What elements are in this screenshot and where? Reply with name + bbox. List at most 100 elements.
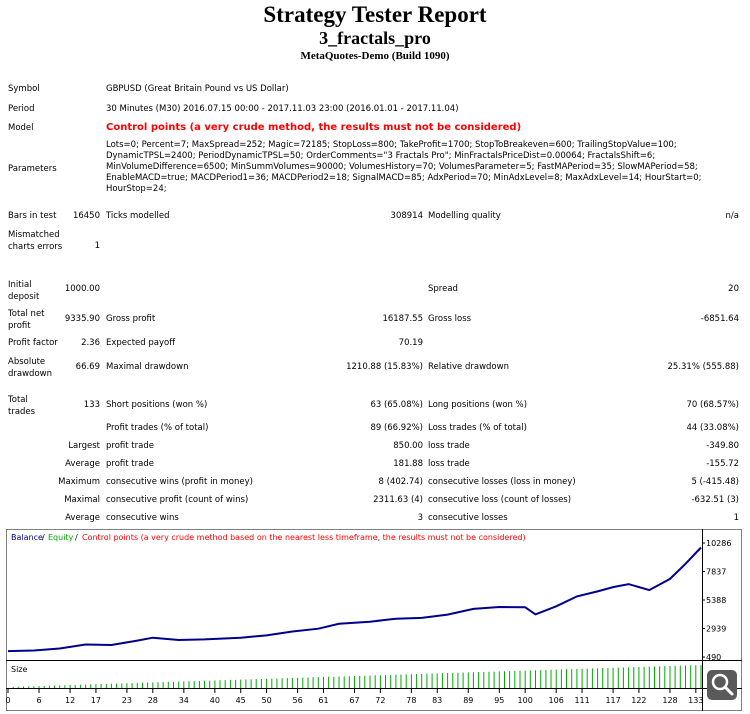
average-label: Average bbox=[65, 459, 100, 469]
y-tick-label: 10286 bbox=[706, 539, 731, 548]
legend-control-points: Control points (a very crude method base… bbox=[82, 533, 526, 542]
x-tick-label: 111 bbox=[574, 696, 589, 705]
model-label: Model bbox=[8, 123, 34, 133]
x-tick-label: 122 bbox=[631, 696, 646, 705]
largest-profit-label: profit trade bbox=[106, 441, 154, 451]
parameters-label: Parameters bbox=[8, 164, 57, 174]
max-losses-value: 5 (-415.48) bbox=[691, 477, 739, 487]
grossprofit-label: Gross profit bbox=[106, 314, 156, 324]
x-tick-label: 34 bbox=[179, 696, 189, 705]
y-tick-label: 5388 bbox=[706, 596, 726, 605]
maxdd-value: 1210.88 (15.83%) bbox=[346, 362, 423, 372]
largest-label: Largest bbox=[68, 441, 100, 451]
avg-losses-label: consecutive losses bbox=[428, 513, 508, 523]
long-label: Long positions (won %) bbox=[428, 400, 528, 410]
x-tick-label: 100 bbox=[518, 696, 533, 705]
reldd-value: 25.31% (555.88) bbox=[667, 362, 740, 372]
x-tick-label: 17 bbox=[91, 696, 101, 705]
ticks-value: 308914 bbox=[390, 211, 423, 221]
ptrades-value: 89 (66.92%) bbox=[370, 423, 423, 433]
quality-value: n/a bbox=[725, 211, 739, 221]
x-tick-label: 89 bbox=[463, 696, 473, 705]
x-tick-label: 12 bbox=[65, 696, 75, 705]
netprofit-label: Total net profit bbox=[8, 309, 45, 331]
legend-sep-1: / bbox=[42, 533, 45, 542]
ltrades-label: Loss trades (% of total) bbox=[428, 423, 527, 433]
avg-wins-value: 3 bbox=[417, 513, 423, 523]
x-tick-label: 67 bbox=[349, 696, 359, 705]
payoff-value: 70.19 bbox=[398, 338, 423, 348]
payoff-label: Expected payoff bbox=[106, 338, 176, 348]
x-tick-label: 0 bbox=[6, 696, 11, 705]
maximal-loss-label: consecutive loss (count of losses) bbox=[428, 495, 572, 505]
largest-profit-value: 850.00 bbox=[393, 441, 423, 451]
average-loss-value: -155.72 bbox=[706, 459, 739, 469]
model-value: Control points (a very crude method, the… bbox=[106, 122, 522, 133]
x-tick-label: 56 bbox=[293, 696, 303, 705]
strategy-name: 3_fractals_pro bbox=[319, 28, 431, 48]
period-value: 30 Minutes (M30) 2016.07.15 00:00 - 2017… bbox=[106, 104, 459, 114]
legend-balance: Balance bbox=[11, 533, 43, 542]
short-value: 63 (65.08%) bbox=[370, 400, 423, 410]
x-tick-label: 83 bbox=[432, 696, 442, 705]
maximal-profit-value: 2311.63 (4) bbox=[373, 495, 423, 505]
x-tick-label: 6 bbox=[36, 696, 41, 705]
x-tick-label: 95 bbox=[494, 696, 504, 705]
maximum-label: Maximum bbox=[58, 477, 100, 487]
trades-label: Total trades bbox=[8, 395, 36, 417]
x-tick-label: 128 bbox=[662, 696, 677, 705]
balance-line bbox=[7, 546, 702, 653]
largest-loss-label: loss trade bbox=[428, 441, 470, 451]
maximal-profit-label: consecutive profit (count of wins) bbox=[106, 495, 249, 505]
short-label: Short positions (won %) bbox=[106, 400, 208, 410]
mismatch-label: Mismatched charts errors bbox=[8, 230, 63, 252]
x-tick-label: 50 bbox=[262, 696, 272, 705]
legend-equity: Equity bbox=[48, 533, 74, 542]
bars-label: Bars in test bbox=[8, 211, 57, 221]
x-tick-label: 61 bbox=[318, 696, 328, 705]
grossprofit-value: 16187.55 bbox=[382, 314, 423, 324]
x-tick-label: 106 bbox=[549, 696, 564, 705]
y-tick-label: 2939 bbox=[706, 625, 726, 634]
avg-wins-label: consecutive wins bbox=[106, 513, 179, 523]
symbol-label: Symbol bbox=[8, 84, 40, 94]
pf-value: 2.36 bbox=[81, 338, 100, 348]
spread-label: Spread bbox=[428, 284, 458, 294]
largest-loss-value: -349.80 bbox=[706, 441, 739, 451]
average-loss-label: loss trade bbox=[428, 459, 470, 469]
deposit-label: Initial deposit bbox=[8, 280, 40, 302]
mismatch-value: 1 bbox=[94, 241, 100, 251]
long-value: 70 (68.57%) bbox=[686, 400, 739, 410]
y-tick-label: 490 bbox=[706, 653, 721, 662]
ltrades-value: 44 (33.08%) bbox=[686, 423, 739, 433]
maximal-loss-value: -632.51 (3) bbox=[691, 495, 739, 505]
ticks-label: Ticks modelled bbox=[106, 211, 170, 221]
zoom-icon[interactable] bbox=[707, 670, 737, 700]
parameters-value: Lots=0; Percent=7; MaxSpread=252; Magic=… bbox=[106, 140, 702, 194]
absdd-label: Absolute drawdown bbox=[8, 357, 52, 379]
max-wins-label: consecutive wins (profit in money) bbox=[106, 477, 253, 487]
pf-label: Profit factor bbox=[8, 338, 58, 348]
page-title: Strategy Tester Report bbox=[263, 2, 487, 27]
size-label: Size bbox=[11, 665, 28, 674]
legend-sep-2: / bbox=[75, 533, 78, 542]
balance-chart: Balance / Equity / Control points (a ver… bbox=[5, 529, 742, 711]
maxdd-label: Maximal drawdown bbox=[106, 362, 189, 372]
netprofit-value: 9335.90 bbox=[64, 314, 100, 324]
maximal-label: Maximal bbox=[64, 495, 100, 505]
avg2-label: Average bbox=[65, 513, 100, 523]
grossloss-label: Gross loss bbox=[428, 314, 472, 324]
x-tick-label: 40 bbox=[210, 696, 220, 705]
reldd-label: Relative drawdown bbox=[428, 362, 509, 372]
x-tick-label: 78 bbox=[406, 696, 416, 705]
x-tick-label: 45 bbox=[236, 696, 246, 705]
quality-label: Modelling quality bbox=[428, 211, 501, 221]
grossloss-value: -6851.64 bbox=[700, 314, 739, 324]
absdd-value: 66.69 bbox=[75, 362, 100, 372]
build-info: MetaQuotes-Demo (Build 1090) bbox=[300, 50, 450, 62]
x-tick-label: 133 bbox=[688, 696, 703, 705]
avg-losses-value: 1 bbox=[733, 513, 739, 523]
x-tick-label: 117 bbox=[605, 696, 620, 705]
average-profit-label: profit trade bbox=[106, 459, 154, 469]
symbol-value: GBPUSD (Great Britain Pound vs US Dollar… bbox=[106, 84, 289, 94]
